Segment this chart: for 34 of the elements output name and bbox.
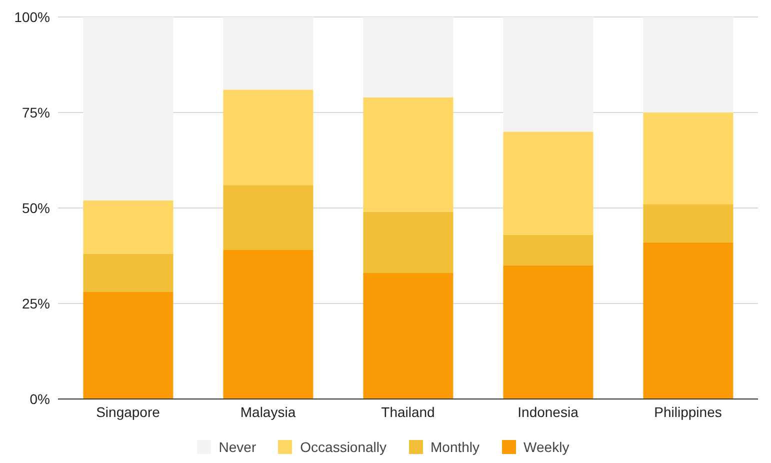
x-tick-label: Indonesia xyxy=(518,404,579,420)
bar xyxy=(223,250,314,399)
y-tick-label: 100% xyxy=(14,8,50,25)
x-tick-label: Singapore xyxy=(96,404,160,420)
bar xyxy=(503,17,594,132)
bar xyxy=(503,234,594,266)
y-tick-label: 75% xyxy=(22,104,50,120)
legend-label: Never xyxy=(218,439,256,455)
bar xyxy=(363,17,454,98)
bar xyxy=(83,200,174,254)
y-tick-label: 0% xyxy=(30,390,50,407)
bar xyxy=(83,292,174,399)
bar xyxy=(503,132,594,235)
legend-label: Weekly xyxy=(522,439,570,455)
bar xyxy=(363,212,454,273)
bar xyxy=(223,185,314,250)
bar xyxy=(643,242,734,399)
bar xyxy=(83,17,174,200)
bar xyxy=(223,90,314,186)
bar xyxy=(643,17,734,112)
bar xyxy=(363,97,454,212)
legend-label: Occassionally xyxy=(299,439,387,455)
x-tick-label: Thailand xyxy=(381,404,435,420)
bar xyxy=(643,112,734,204)
bar xyxy=(223,17,314,90)
bar xyxy=(363,272,454,399)
y-tick-label: 50% xyxy=(22,200,50,216)
x-tick-label: Philippines xyxy=(654,404,722,420)
bar xyxy=(643,204,734,242)
bar xyxy=(83,254,174,292)
bar xyxy=(503,265,594,399)
y-tick-label: 25% xyxy=(22,295,50,312)
x-tick-label: Malaysia xyxy=(240,404,296,420)
legend-label: Monthly xyxy=(430,439,480,455)
